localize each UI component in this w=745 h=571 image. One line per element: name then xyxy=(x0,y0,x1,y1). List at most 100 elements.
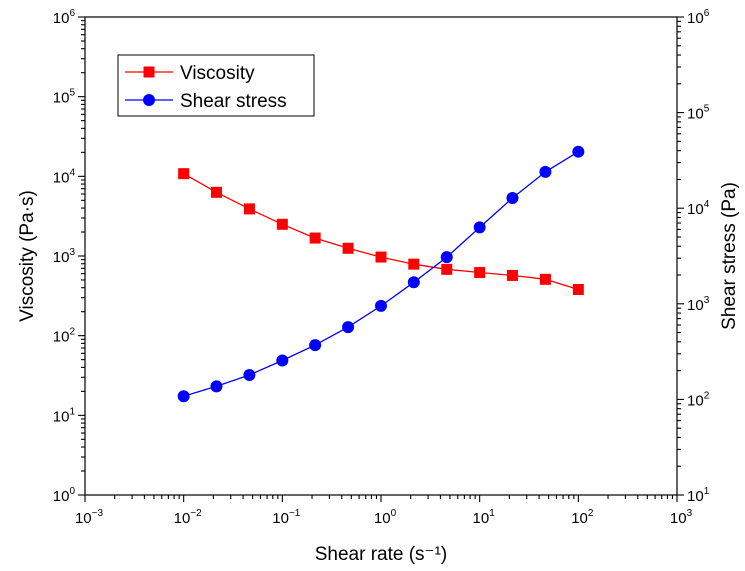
point-viscosity-3 xyxy=(276,218,288,230)
legend-label-viscosity: Viscosity xyxy=(180,63,255,84)
point-shear-stress-9 xyxy=(473,221,486,234)
y-tick-label-0: 100 xyxy=(53,486,76,505)
y-tick-label-6: 106 xyxy=(53,8,76,27)
x-tick-label-5-base: 10 xyxy=(571,510,588,527)
point-shear-stress-8 xyxy=(440,251,453,264)
point-shear-stress-3 xyxy=(276,354,289,367)
y2-tick-label-2: 103 xyxy=(687,295,710,314)
x-tick-label-1: 10−2 xyxy=(174,508,203,527)
series-line-viscosity xyxy=(183,173,579,291)
y2-tick-label-1: 102 xyxy=(687,390,710,409)
y-tick-label-1-base: 10 xyxy=(53,408,70,425)
point-viscosity-8 xyxy=(441,263,453,275)
y-tick-label-3-exp: 3 xyxy=(69,247,75,258)
x-tick-label-2-exp: −1 xyxy=(289,508,301,519)
y2-tick-label-3: 104 xyxy=(687,199,710,218)
point-viscosity-12 xyxy=(572,283,584,295)
x-tick-label-4: 101 xyxy=(473,508,496,527)
legend-label-shear-stress: Shear stress xyxy=(180,91,287,112)
point-viscosity-6 xyxy=(375,251,387,263)
y-tick-label-2: 102 xyxy=(53,327,76,346)
point-viscosity-7 xyxy=(408,258,420,270)
point-viscosity-2 xyxy=(243,203,255,215)
x-tick-label-2-base: 10 xyxy=(272,510,289,527)
point-viscosity-5 xyxy=(342,242,354,254)
series-viscosity xyxy=(178,168,584,295)
legend-marker-viscosity xyxy=(143,66,155,78)
point-shear-stress-12 xyxy=(572,145,585,158)
point-shear-stress-4 xyxy=(309,339,322,352)
y-tick-label-0-exp: 0 xyxy=(69,486,75,497)
y-tick-label-6-exp: 6 xyxy=(69,8,75,19)
y2-tick-label-4: 105 xyxy=(687,104,710,123)
y-tick-label-4-exp: 4 xyxy=(69,167,75,178)
y2-tick-label-0-base: 10 xyxy=(687,488,704,505)
y2-axis-title: Shear stress (Pa) xyxy=(719,182,740,330)
x-tick-label-6-base: 10 xyxy=(670,510,687,527)
y-tick-label-4-base: 10 xyxy=(53,169,70,186)
y-tick-label-3: 103 xyxy=(53,247,76,266)
y2-tick-label-3-base: 10 xyxy=(687,201,704,218)
point-shear-stress-11 xyxy=(539,165,552,178)
x-tick-label-4-base: 10 xyxy=(473,510,490,527)
y2-tick-label-5: 106 xyxy=(687,8,710,27)
y2-tick-label-2-base: 10 xyxy=(687,297,704,314)
series-shear-stress xyxy=(177,145,585,403)
point-viscosity-1 xyxy=(210,186,222,198)
x-tick-label-3: 100 xyxy=(374,508,397,527)
y2-tick-label-4-base: 10 xyxy=(687,106,704,123)
y-tick-label-0-base: 10 xyxy=(53,488,70,505)
y2-tick-label-2-exp: 3 xyxy=(704,295,710,306)
x-axis-title: Shear rate (s⁻¹) xyxy=(315,544,448,565)
y-tick-label-6-base: 10 xyxy=(53,10,70,27)
y2-tick-label-0: 101 xyxy=(687,486,710,505)
point-viscosity-4 xyxy=(309,232,321,244)
y-tick-label-1-exp: 1 xyxy=(69,406,75,417)
y2-tick-label-3-exp: 4 xyxy=(704,199,710,210)
x-tick-label-3-exp: 0 xyxy=(391,508,397,519)
legend-box xyxy=(117,54,315,117)
point-viscosity-11 xyxy=(539,273,551,285)
y2-tick-label-5-base: 10 xyxy=(687,10,704,27)
y2-tick-label-5-exp: 6 xyxy=(704,8,710,19)
point-shear-stress-0 xyxy=(177,390,190,403)
y-tick-label-5-base: 10 xyxy=(53,90,70,107)
y-tick-label-3-base: 10 xyxy=(53,249,70,266)
x-tick-label-0: 10−3 xyxy=(75,508,104,527)
y2-tick-label-1-base: 10 xyxy=(687,392,704,409)
legend: Viscosity Shear stress xyxy=(117,54,315,117)
point-shear-stress-5 xyxy=(342,321,355,334)
x-tick-label-1-base: 10 xyxy=(174,510,191,527)
legend-marker-shear-stress xyxy=(143,94,155,106)
y-tick-label-5: 105 xyxy=(53,88,76,107)
x-tick-label-6-exp: 3 xyxy=(687,508,693,519)
point-viscosity-0 xyxy=(178,168,190,180)
y-axis-title: Viscosity (Pa·s) xyxy=(17,190,38,322)
x-tick-label-0-exp: −3 xyxy=(92,508,104,519)
x-tick-label-0-base: 10 xyxy=(75,510,92,527)
y2-tick-label-0-exp: 1 xyxy=(704,486,710,497)
x-tick-label-4-exp: 1 xyxy=(489,508,495,519)
y2-tick-label-1-exp: 2 xyxy=(704,390,710,401)
point-shear-stress-1 xyxy=(210,380,223,393)
x-tick-label-1-exp: −2 xyxy=(190,508,202,519)
x-tick-label-2: 10−1 xyxy=(272,508,301,527)
x-tick-label-5-exp: 2 xyxy=(588,508,594,519)
point-shear-stress-10 xyxy=(506,191,519,204)
point-shear-stress-7 xyxy=(407,276,420,289)
y-tick-label-4: 104 xyxy=(53,167,76,186)
x-tick-label-3-base: 10 xyxy=(374,510,391,527)
y-tick-label-1: 101 xyxy=(53,406,76,425)
point-viscosity-10 xyxy=(506,269,518,281)
series-layer xyxy=(177,145,585,403)
x-tick-label-5: 102 xyxy=(571,508,594,527)
point-viscosity-9 xyxy=(474,267,486,279)
x-tick-label-6: 103 xyxy=(670,508,693,527)
axis-ticks: 10−3 10−2 10−1 100 101 102 1031001011021031041… xyxy=(53,8,710,527)
y2-tick-label-4-exp: 5 xyxy=(704,104,710,115)
point-shear-stress-6 xyxy=(375,299,387,312)
y-tick-label-5-exp: 5 xyxy=(69,88,75,99)
series-line-shear-stress xyxy=(183,151,579,397)
point-shear-stress-2 xyxy=(243,368,256,381)
